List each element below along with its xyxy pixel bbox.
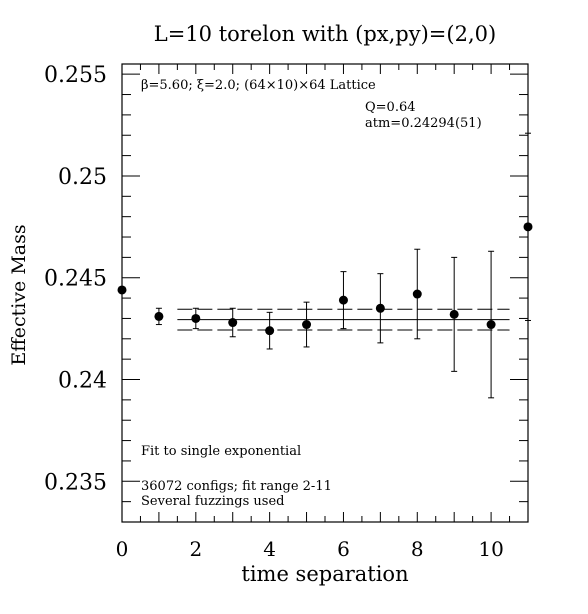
chart-title: L=10 torelon with (px,py)=(2,0) — [154, 22, 496, 46]
q-annotation: Q=0.64 — [365, 100, 416, 115]
data-point — [338, 295, 348, 305]
x-tick-label: 10 — [478, 537, 503, 561]
y-tick-label: 0.245 — [44, 267, 107, 292]
data-point — [302, 320, 312, 330]
x-tick-label: 2 — [189, 537, 202, 561]
data-point — [117, 285, 127, 295]
x-tick-label: 6 — [337, 537, 350, 561]
data-point — [375, 303, 385, 313]
data-point — [449, 309, 459, 319]
data-point — [523, 222, 533, 232]
data-point — [265, 326, 275, 336]
mass-annotation: atm=0.24294(51) — [365, 116, 482, 131]
x-tick-label: 0 — [116, 537, 129, 561]
x-tick-label: 8 — [411, 537, 424, 561]
y-tick-label: 0.235 — [44, 470, 107, 495]
configs-annotation: 36072 configs; fit range 2-11 — [141, 479, 332, 494]
data-points — [117, 132, 533, 399]
data-point — [228, 318, 238, 328]
data-point — [412, 289, 422, 299]
y-axis-label: Effective Mass — [8, 224, 30, 365]
y-tick-label: 0.25 — [58, 165, 107, 190]
data-point — [191, 313, 201, 323]
fit-annotation: Fit to single exponential — [141, 444, 301, 459]
y-tick-label: 0.255 — [44, 63, 107, 88]
tick-marks — [121, 64, 529, 523]
x-axis-label: time separation — [241, 562, 408, 586]
x-tick-label: 4 — [263, 537, 276, 561]
y-tick-label: 0.24 — [58, 369, 107, 394]
data-point — [154, 311, 164, 321]
data-point — [486, 320, 496, 330]
lattice-annotation: β=5.60; ξ=2.0; (64×10)×64 Lattice — [141, 78, 376, 93]
tick-labels: 0 2 4 6 8 10 0.235 0.24 0.245 0.25 0.255 — [44, 63, 504, 561]
fuzz-annotation: Several fuzzings used — [141, 494, 285, 509]
